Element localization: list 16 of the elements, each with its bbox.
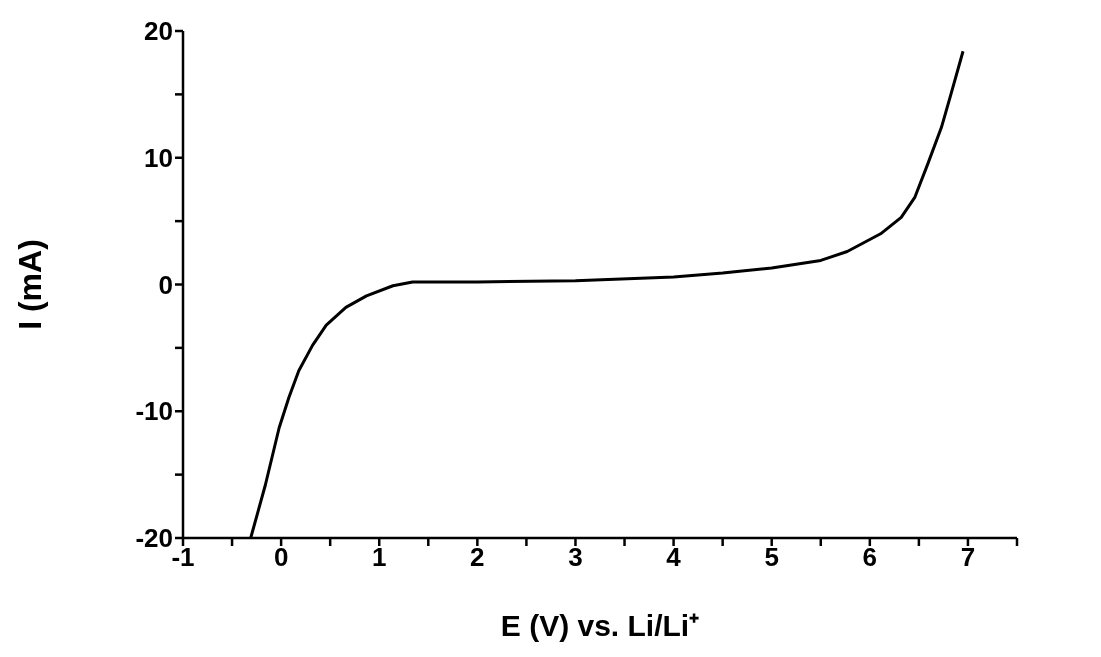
y-tick-label: 10 xyxy=(144,142,173,173)
x-tick-label: 4 xyxy=(666,542,682,573)
x-tick-label: 3 xyxy=(568,542,583,573)
y-tick-label: -10 xyxy=(135,396,173,427)
x-tick-label: 6 xyxy=(862,542,878,573)
y-tick-label: -20 xyxy=(135,523,173,554)
x-tick-label: -1 xyxy=(171,542,195,573)
y-tick-label: 20 xyxy=(144,16,173,47)
y-axis-title: I (mA) xyxy=(12,239,49,330)
y-tick-label: 0 xyxy=(158,269,173,300)
x-tick-label: 5 xyxy=(764,542,779,573)
x-tick-label: 7 xyxy=(960,542,976,573)
x-tick-label: 1 xyxy=(372,542,387,573)
x-axis-title: E (V) vs. Li/Li⁺ xyxy=(500,609,700,642)
x-tick-label: 2 xyxy=(470,542,485,573)
x-tick-label: 0 xyxy=(273,542,289,573)
